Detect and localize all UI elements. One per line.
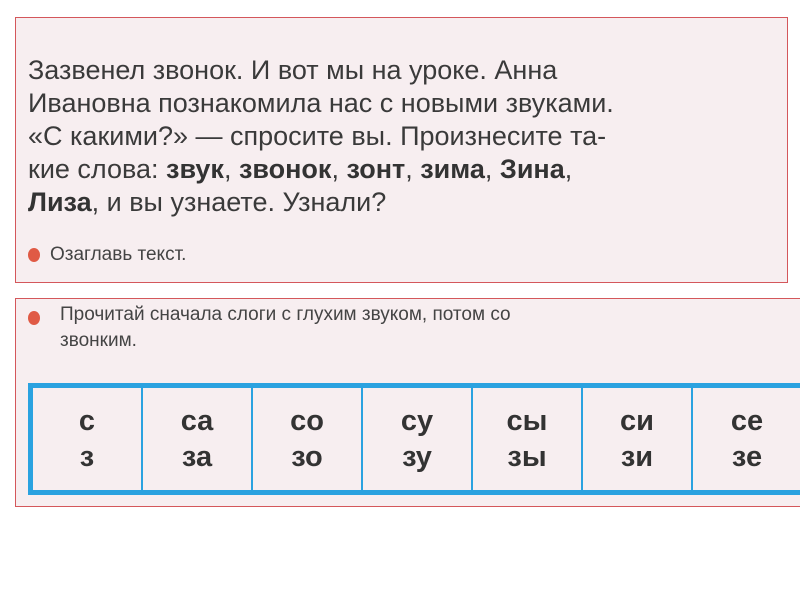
bold-word: звонок <box>238 154 332 184</box>
separator: , <box>223 154 239 184</box>
separator: , <box>405 154 421 184</box>
text-line: Ивановна познакомила нас с новыми звукам… <box>28 88 614 118</box>
syllable-voiced: зу <box>402 441 432 473</box>
text-fragment: кие слова: <box>28 154 167 184</box>
task-text: Озаглавь текст. <box>50 244 187 265</box>
syllable-voiceless: си <box>620 405 654 437</box>
bold-word: Лиза <box>28 187 92 217</box>
text-line: кие слова: звук, звонок, зонт, зима, Зин… <box>28 153 572 186</box>
syllable-voiced: зе <box>731 441 763 473</box>
separator: , <box>564 154 573 184</box>
syllable-cell: сы зы <box>473 388 583 490</box>
syllable-voiceless: с <box>78 405 96 437</box>
text-fragment: , и вы узнаете. Узнали? <box>91 187 387 217</box>
exercise-panel: Прочитай сначала слоги с глухим звуком, … <box>15 298 800 507</box>
bold-word: зима <box>420 154 485 184</box>
syllable-voiceless: со <box>290 405 324 437</box>
separator: , <box>331 154 347 184</box>
syllable-voiced: зо <box>291 441 323 473</box>
syllable-voiced: за <box>181 441 213 473</box>
text-line: Лиза, и вы узнаете. Узнали? <box>28 186 386 219</box>
bullet-icon <box>28 248 40 262</box>
instruction-line: Прочитай сначала слоги с глухим звуком, … <box>60 304 511 325</box>
syllable-cell: со зо <box>253 388 363 490</box>
syllable-voiced: зи <box>620 441 654 473</box>
bold-word: Зина <box>499 154 565 184</box>
syllable-voiceless: сы <box>506 405 548 437</box>
instruction-line: звонким. <box>60 330 137 351</box>
text-line: Зазвенел звонок. И вот мы на уроке. Анна <box>28 55 558 85</box>
bold-word: зонт <box>346 154 406 184</box>
bullet-icon <box>28 311 40 325</box>
syllable-voiced: зы <box>507 441 547 473</box>
syllable-cell: су зу <box>363 388 473 490</box>
syllable-cell: се зе <box>693 388 800 490</box>
task-item: Озаглавь текст. <box>28 244 186 266</box>
reading-text-panel: Зазвенел звонок. И вот мы на уроке. Анна… <box>15 17 788 283</box>
separator: , <box>484 154 500 184</box>
syllable-voiceless: се <box>730 405 764 437</box>
syllable-voiceless: са <box>180 405 214 437</box>
syllable-voiced: з <box>79 441 95 473</box>
bold-word: звук <box>166 154 224 184</box>
syllable-cell: си зи <box>583 388 693 490</box>
syllable-cell: са за <box>143 388 253 490</box>
syllable-voiceless: су <box>400 405 434 437</box>
text-line: «С какими?» — спросите вы. Произнесите т… <box>28 121 607 151</box>
